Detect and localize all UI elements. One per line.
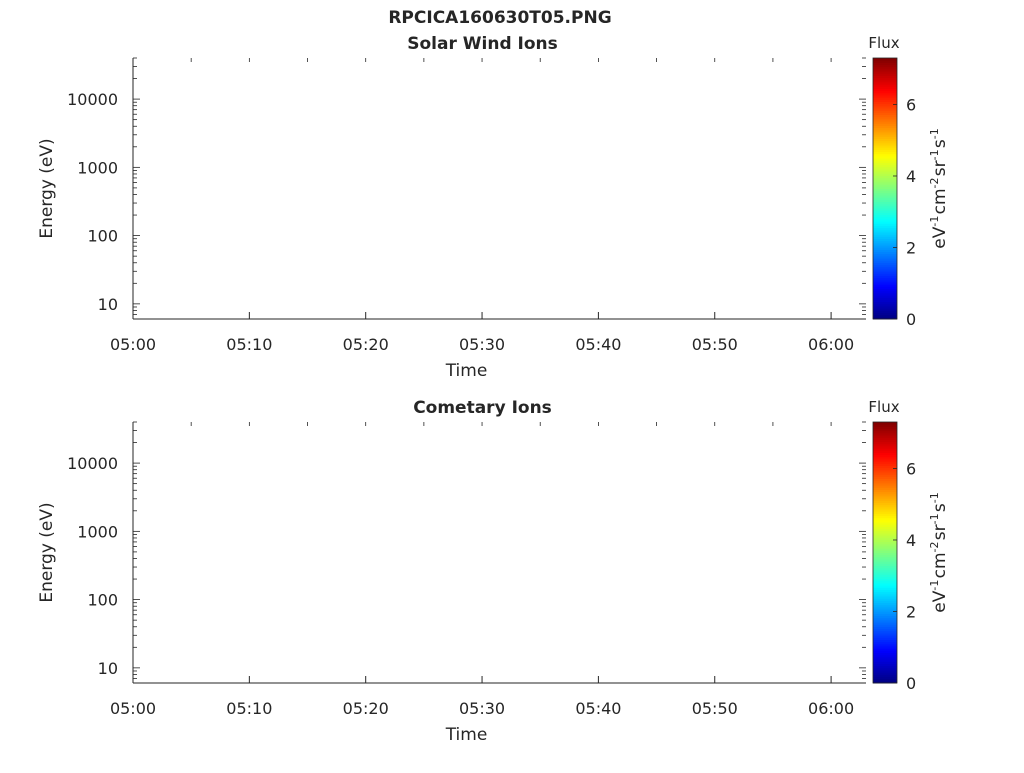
x-tick-label: 05:50 [692,335,738,354]
colorbar-tick-label: 0 [906,310,916,329]
y-tick-label: 100 [87,227,118,246]
unit-exp: -1 [928,149,941,160]
x-tick-label: 05:10 [226,335,272,354]
unit-base: eV [930,226,950,248]
y-tick-label: 10 [98,295,118,314]
unit-base: sr [930,160,950,176]
y-tick-label: 10000 [67,90,118,109]
panel-title: Solar Wind Ions [407,34,558,54]
unit-exp: -2 [928,177,941,188]
unit-exp: -1 [928,216,941,227]
x-tick-label: 05:40 [575,335,621,354]
panels: Solar Wind Ions 05:00 05:10 05:20 05:30 05:40… [0,34,950,745]
colorbar-tick-label: 6 [906,95,916,114]
x-tick-label: 06:00 [808,335,854,354]
y-tick-label: 1000 [77,158,118,177]
x-tick-label: 05:20 [343,335,389,354]
x-tick-label: 05:30 [459,335,505,354]
figure-title: RPCICA160630T05.PNG [388,8,611,28]
x-tick-label: 05:00 [110,335,156,354]
x-axis-label: Time [445,361,488,381]
unit-exp: -1 [928,128,941,139]
unit-base: s [930,139,950,148]
panel-solar-wind-ions: Solar Wind Ions 05:00 05:10 05:20 05:30 05:40… [0,34,950,381]
colorbar-unit-label: eV-1 cm-2 sr-1 s-1 [928,128,950,248]
y-axis-label: Energy (eV) [37,138,57,238]
colorbar-tick-label: 2 [906,238,916,257]
unit-base: cm [930,188,950,214]
colorbar-swatch [873,58,897,61]
colorbar-title: Flux [868,34,899,52]
colorbar-tick-label: 4 [906,167,916,186]
